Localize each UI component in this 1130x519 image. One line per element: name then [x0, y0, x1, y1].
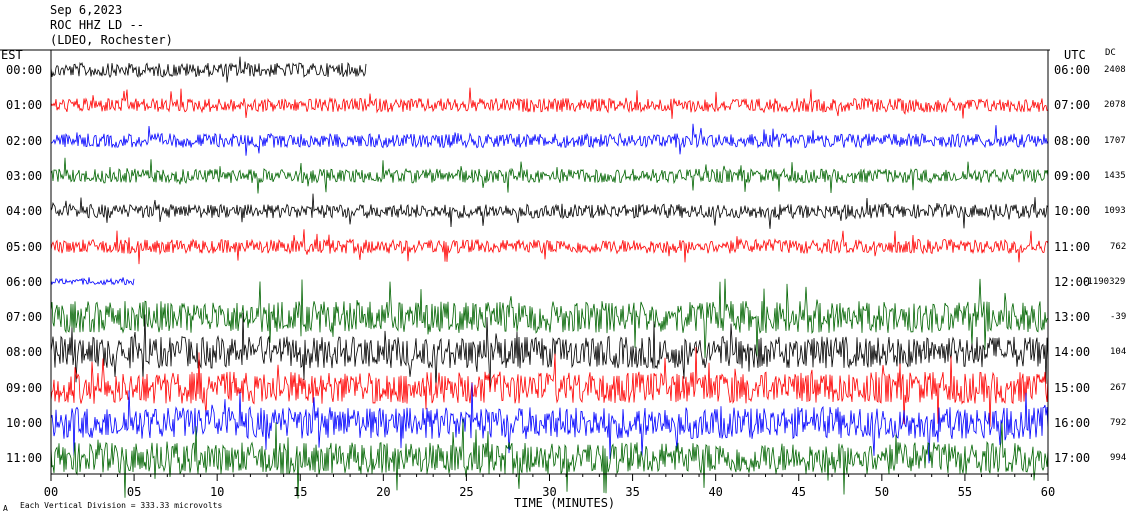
est-row-label: 02:00: [6, 134, 43, 148]
trace-0200: [50, 123, 1049, 156]
dc-offset-value: 1093: [1104, 206, 1126, 216]
est-row-label: 09:00: [6, 381, 43, 395]
trace-0000: [50, 56, 367, 83]
x-tick-label: 10: [210, 485, 224, 499]
est-row-label: 04:00: [6, 204, 43, 218]
x-tick-label: 20: [376, 485, 390, 499]
est-row-label: 07:00: [6, 310, 43, 324]
dc-offset-value: 1435: [1104, 171, 1126, 181]
x-tick-label: 30: [542, 485, 556, 499]
footer-mark: A: [3, 504, 8, 513]
utc-row-label: 08:00: [1054, 134, 1091, 148]
dc-offset-value: -39: [1110, 312, 1127, 322]
x-tick-label: 40: [708, 485, 722, 499]
trace-0800: [50, 312, 1049, 392]
est-axis-title: EST: [1, 48, 23, 62]
utc-row-label: 11:00: [1054, 240, 1091, 254]
plot-frame: [0, 49, 1050, 475]
scale-note: Each Vertical Division = 333.33 microvol…: [20, 501, 223, 510]
dc-offset-value: 762: [1110, 242, 1127, 252]
utc-row-label: 09:00: [1054, 169, 1091, 183]
x-tick-label: 00: [44, 485, 58, 499]
dc-offset-value: 104: [1110, 347, 1127, 357]
x-axis-title: TIME (MINUTES): [514, 496, 616, 510]
utc-row-label: 13:00: [1054, 310, 1091, 324]
dc-column-title: DC: [1105, 48, 1116, 58]
est-row-label: 05:00: [6, 240, 43, 254]
trace-group: [50, 56, 1049, 499]
utc-row-label: 15:00: [1054, 381, 1091, 395]
station-title: ROC HHZ LD --: [50, 18, 144, 32]
date-title: Sep 6,2023: [50, 3, 123, 17]
trace-0700: [50, 278, 1049, 358]
x-tick-label: 50: [875, 485, 889, 499]
trace-1100: [50, 418, 1049, 499]
x-tick-label: 25: [459, 485, 473, 499]
est-row-label: 06:00: [6, 275, 43, 289]
x-tick-label: 55: [958, 485, 972, 499]
trace-0900: [50, 347, 1049, 427]
trace-0500: [50, 229, 1049, 265]
est-row-label: 10:00: [6, 416, 43, 430]
utc-axis-title: UTC: [1064, 48, 1086, 62]
dc-offset-value: 792: [1110, 418, 1127, 428]
location-title: (LDEO, Rochester): [50, 33, 173, 47]
x-tick-label: 35: [625, 485, 639, 499]
est-row-label: 11:00: [6, 451, 43, 465]
est-row-label: 01:00: [6, 98, 43, 112]
dc-offset-value: 1707: [1104, 136, 1126, 146]
x-tick-label: 05: [127, 485, 141, 499]
utc-row-label: 14:00: [1054, 345, 1091, 359]
tick-group: 00 05 10 15 20 25 30 35 40 45 50 55 60: [44, 474, 1055, 499]
dc-offset-value: 2078: [1104, 100, 1126, 110]
x-tick-label: 15: [293, 485, 307, 499]
utc-row-label: 12:00: [1054, 275, 1091, 289]
x-tick-label: 60: [1041, 485, 1055, 499]
x-tick-label: 45: [792, 485, 806, 499]
est-row-label: 00:00: [6, 63, 43, 77]
utc-row-label: 06:00: [1054, 63, 1091, 77]
trace-0300: [50, 157, 1049, 194]
trace-0100: [50, 87, 1049, 119]
utc-row-label: 10:00: [1054, 204, 1091, 218]
dc-offset-value: 994: [1110, 453, 1127, 463]
dc-offset-value: -1190329: [1082, 277, 1126, 287]
utc-row-label: 16:00: [1054, 416, 1091, 430]
est-row-label: 08:00: [6, 345, 43, 359]
est-row-label: 03:00: [6, 169, 43, 183]
dc-offset-value: 2408: [1104, 65, 1126, 75]
trace-1000: [50, 382, 1049, 464]
dc-offset-value: 267: [1110, 383, 1127, 393]
utc-row-label: 07:00: [1054, 98, 1091, 112]
trace-0600: [50, 277, 135, 286]
utc-row-label: 17:00: [1054, 451, 1091, 465]
trace-0400: [50, 193, 1049, 229]
